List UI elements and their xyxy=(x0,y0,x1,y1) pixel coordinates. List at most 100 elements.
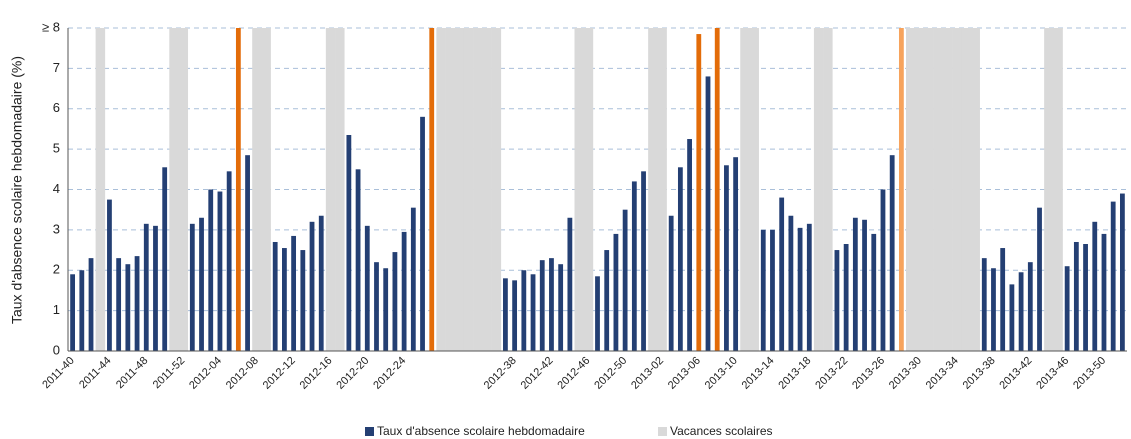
x-tick-label: 2013-38 xyxy=(961,355,998,392)
bar xyxy=(401,231,407,351)
bar xyxy=(208,189,214,351)
bar xyxy=(88,258,94,351)
x-tick-label: 2012-46 xyxy=(555,355,592,392)
bar xyxy=(539,260,545,351)
bar xyxy=(235,28,241,351)
x-tick-label: 2013-10 xyxy=(703,355,740,392)
bar xyxy=(714,28,720,351)
bar xyxy=(272,241,278,351)
bar xyxy=(309,221,315,351)
vacation-bar xyxy=(1053,28,1063,351)
x-tick-label: 2011-44 xyxy=(77,355,113,391)
bar xyxy=(226,171,232,351)
bar xyxy=(364,225,370,351)
bar xyxy=(420,116,425,351)
vacation-bar xyxy=(961,28,971,351)
x-tick-label: 2012-42 xyxy=(519,355,556,392)
bar xyxy=(318,215,324,351)
bar xyxy=(604,250,610,351)
bar xyxy=(392,252,398,351)
bar xyxy=(217,191,223,351)
vacation-bar xyxy=(445,28,456,351)
bar xyxy=(429,28,435,351)
bar xyxy=(889,155,895,351)
bar xyxy=(595,276,600,351)
bar xyxy=(981,258,987,351)
x-tick-label: 2013-50 xyxy=(1071,355,1108,392)
legend-swatch xyxy=(658,427,667,436)
bar xyxy=(843,244,849,351)
x-tick-label: 2012-08 xyxy=(224,355,261,392)
y-tick-label: 1 xyxy=(53,302,60,317)
bar xyxy=(1000,248,1006,351)
vacation-bar xyxy=(325,28,336,351)
bar xyxy=(668,215,674,351)
vacation-bar xyxy=(335,28,345,351)
x-tick-label: 2013-22 xyxy=(813,355,850,392)
bar xyxy=(300,250,306,351)
bar xyxy=(1110,201,1116,351)
bar xyxy=(724,165,729,351)
bar xyxy=(880,189,886,351)
bar xyxy=(162,167,168,351)
y-tick-label: 3 xyxy=(53,221,60,236)
bar xyxy=(79,270,85,351)
bar xyxy=(1037,207,1042,351)
bar xyxy=(1073,241,1079,351)
vacation-bar xyxy=(657,28,667,351)
y-tick-label: 6 xyxy=(53,100,60,115)
bar xyxy=(834,250,840,351)
vacation-bar xyxy=(1044,28,1054,351)
bar xyxy=(107,199,112,351)
bar xyxy=(558,264,564,351)
x-tick-label: 2013-06 xyxy=(666,355,703,392)
x-tick-label: 2011-40 xyxy=(40,355,76,391)
x-tick-label: 2013-46 xyxy=(1034,355,1071,392)
y-tick-label: 7 xyxy=(53,60,60,75)
vacation-bar xyxy=(473,28,483,351)
y-tick-label: ≥ 8 xyxy=(42,19,60,34)
vacation-bar xyxy=(933,28,944,351)
vacation-bar xyxy=(95,28,106,351)
bar xyxy=(770,229,775,351)
vacation-bar xyxy=(915,28,925,351)
y-tick-label: 4 xyxy=(53,181,60,196)
bar xyxy=(245,155,250,351)
x-tick-label: 2012-24 xyxy=(371,355,408,392)
bar xyxy=(134,256,140,351)
bar xyxy=(613,233,619,351)
vacation-bar xyxy=(905,28,916,351)
bar xyxy=(521,270,527,351)
legend-label: Vacances scolaires xyxy=(670,424,773,438)
vacation-bar xyxy=(178,28,189,351)
x-tick-label: 2011-52 xyxy=(151,355,187,391)
x-tick-label: 2013-30 xyxy=(887,355,924,392)
vacation-bar xyxy=(169,28,179,351)
bar xyxy=(143,223,149,351)
vacation-bar xyxy=(482,28,492,351)
bar xyxy=(567,217,573,351)
bar xyxy=(852,217,858,351)
bar xyxy=(199,217,204,351)
x-tick-label: 2012-38 xyxy=(482,355,519,392)
x-tick-label: 2013-26 xyxy=(850,355,887,392)
x-tick-label: 2013-42 xyxy=(997,355,1034,392)
vacation-bar xyxy=(970,28,980,351)
bar xyxy=(410,207,416,351)
bar xyxy=(355,169,361,351)
bar xyxy=(1101,233,1107,351)
bar xyxy=(549,258,554,351)
vacation-bar xyxy=(924,28,934,351)
bar xyxy=(1083,244,1088,351)
y-tick-label: 2 xyxy=(53,262,60,277)
vacation-bar xyxy=(454,28,465,351)
bar xyxy=(530,274,536,351)
bar xyxy=(1064,266,1070,351)
bar xyxy=(282,248,287,351)
bar xyxy=(1119,193,1125,351)
x-tick-label: 2012-12 xyxy=(261,355,298,392)
bar xyxy=(70,274,76,351)
x-tick-label: 2012-04 xyxy=(187,355,224,392)
vacation-bar xyxy=(261,28,271,351)
